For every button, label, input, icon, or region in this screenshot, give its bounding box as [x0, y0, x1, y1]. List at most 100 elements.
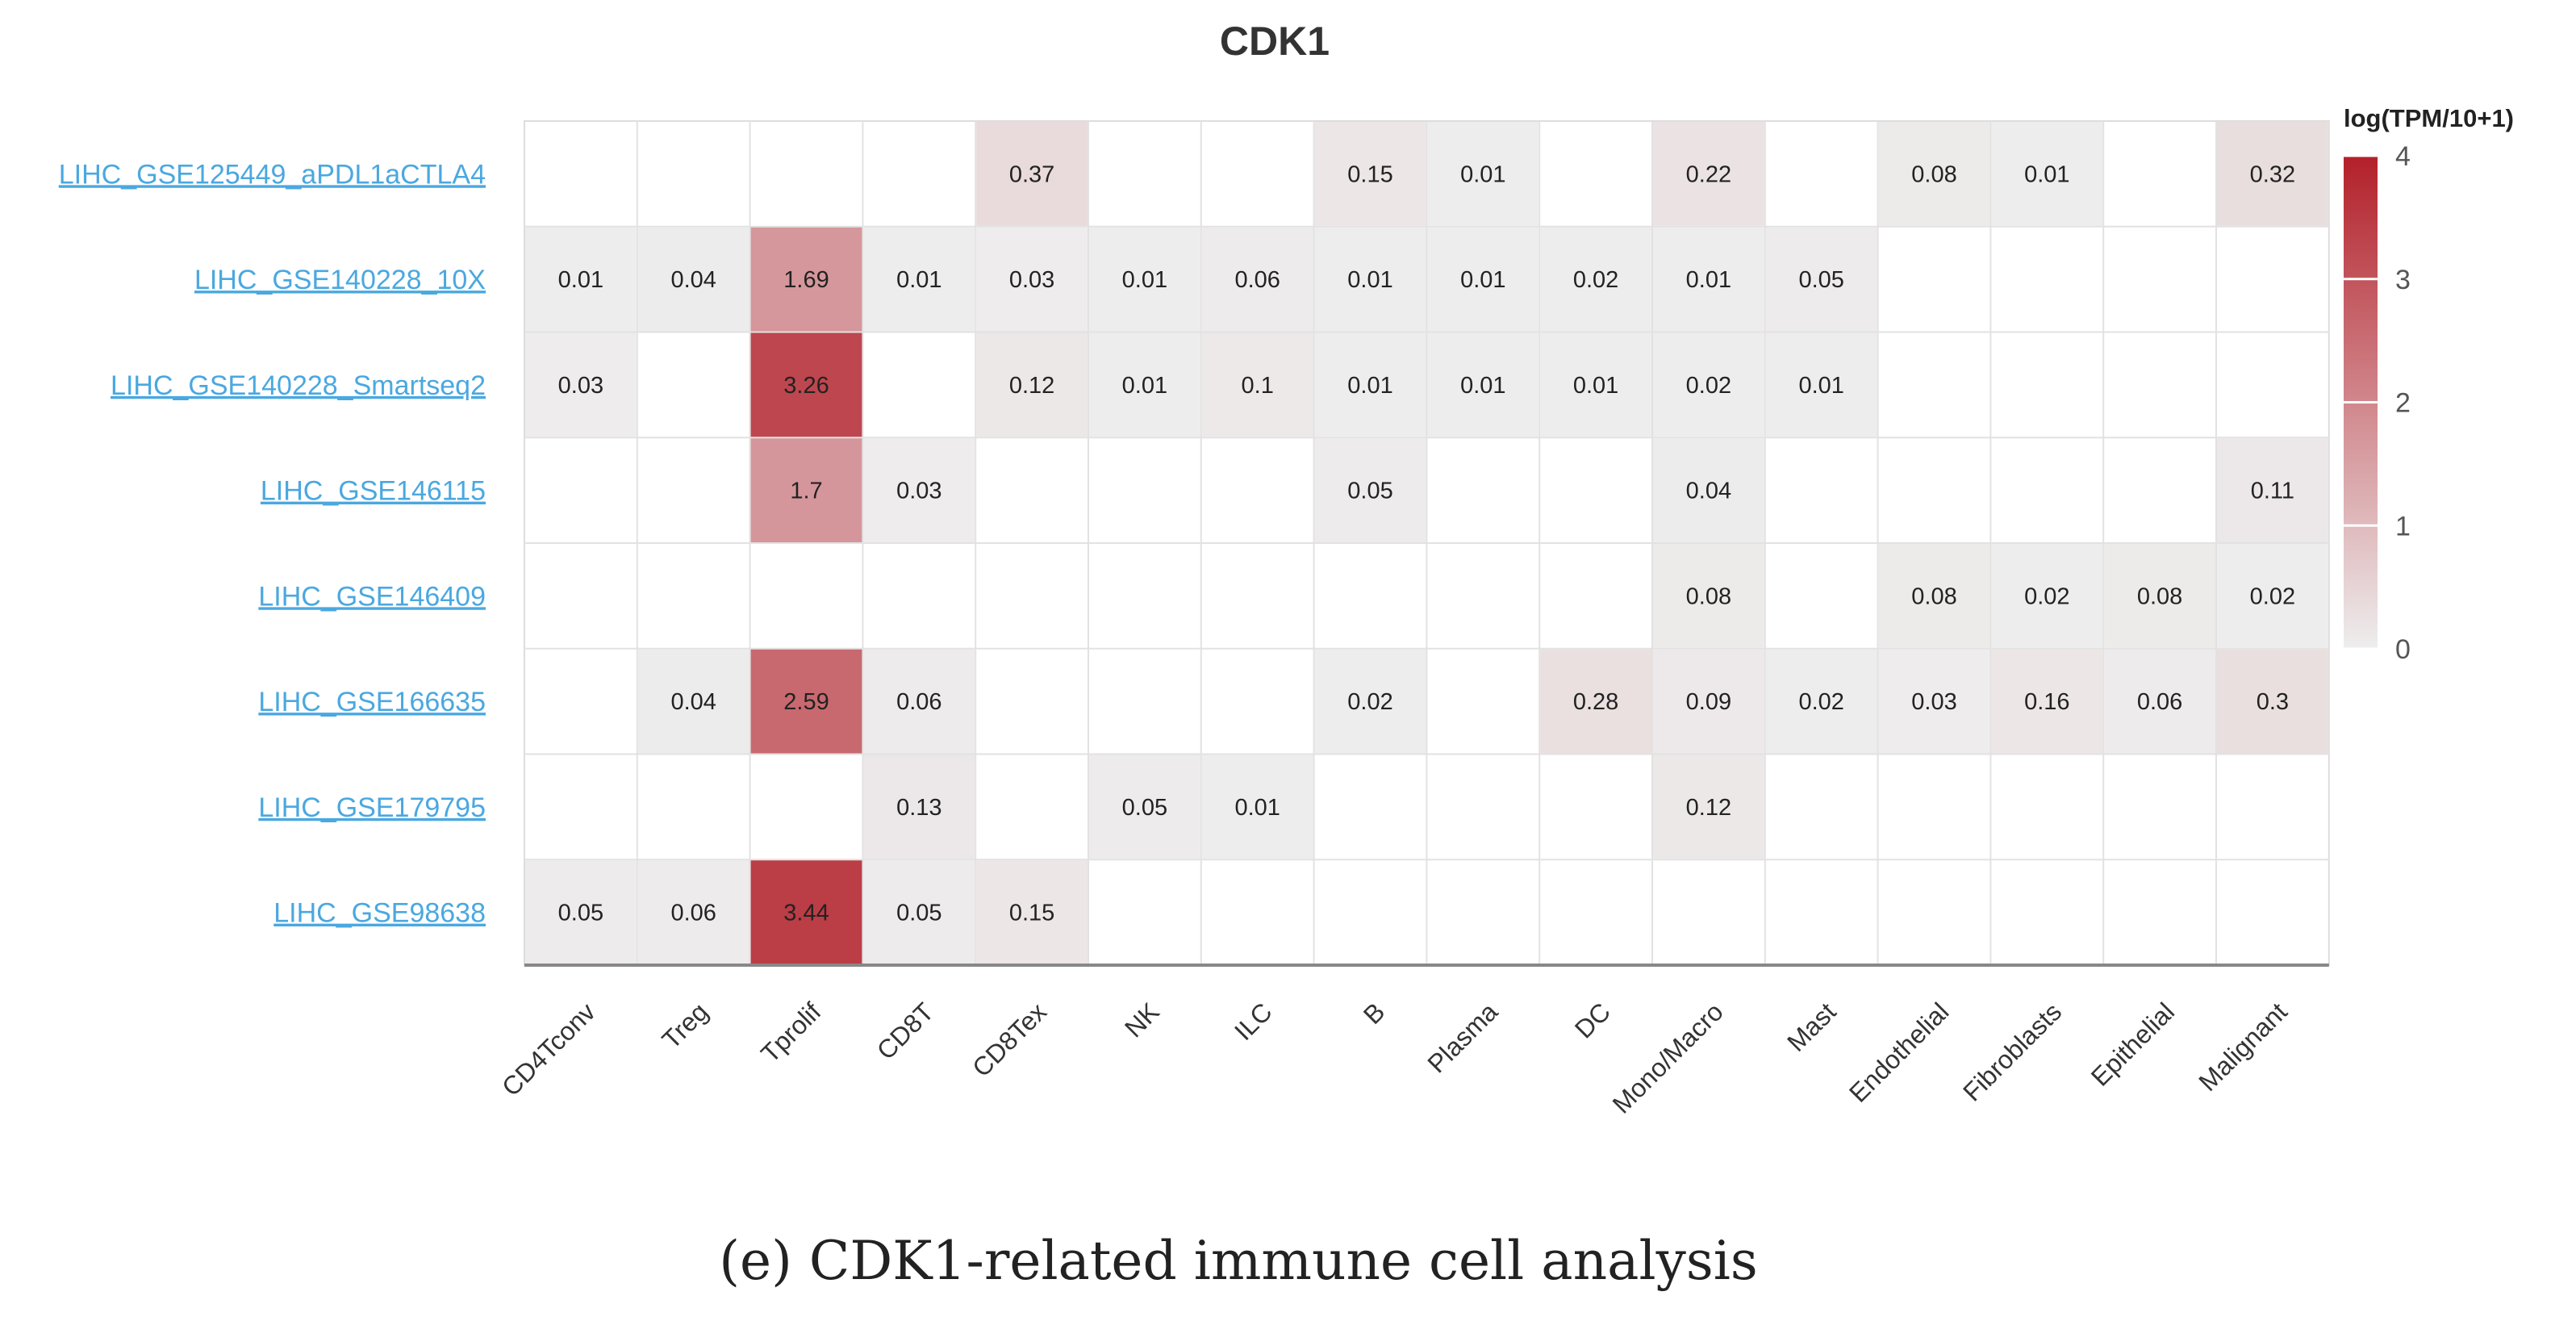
- column-label: B: [1358, 997, 1391, 1030]
- cell-value-label: 0.01: [896, 267, 941, 293]
- cell-value-label: 0.02: [2024, 583, 2069, 609]
- cell-value-label: 0.12: [1686, 795, 1731, 821]
- heatmap-cell: [1201, 332, 1313, 437]
- row-label-link[interactable]: LIHC_GSE146115: [261, 476, 486, 507]
- column-label: Epithelial: [2085, 997, 2180, 1091]
- row-label-link[interactable]: LIHC_GSE140228_Smartseq2: [111, 370, 486, 401]
- cell-value-label: 0.01: [1234, 795, 1280, 821]
- row-label-link[interactable]: LIHC_GSE125449_aPDL1aCTLA4: [59, 159, 486, 190]
- row-label-link[interactable]: LIHC_GSE140228_10X: [194, 265, 486, 295]
- cell-value-label: 0.12: [1009, 373, 1054, 399]
- legend-tick-label: 4: [2395, 141, 2411, 172]
- heatmap-cell: [750, 649, 862, 754]
- heatmap-cell: [976, 860, 1088, 964]
- cell-value-label: 0.13: [896, 795, 941, 821]
- heatmap-cell: [2217, 544, 2328, 648]
- cell-value-label: 0.06: [670, 901, 716, 926]
- heatmap-cell: [863, 438, 975, 542]
- row-label-link[interactable]: LIHC_GSE98638: [273, 898, 486, 929]
- cell-value-label: 0.28: [1573, 689, 1618, 715]
- heatmap-cell: [1089, 332, 1200, 437]
- heatmap-cell: [1540, 227, 1651, 332]
- heatmap-cell: [1991, 122, 2103, 226]
- cell-value-label: 0.03: [1911, 689, 1956, 715]
- heatmap-cell: [1540, 649, 1651, 754]
- heatmap-cell: [1089, 227, 1200, 332]
- cell-value-label: 0.3: [2257, 689, 2289, 715]
- heatmap-cell: [1765, 649, 1877, 754]
- cell-value-label: 0.01: [1122, 267, 1167, 293]
- row-label-link[interactable]: LIHC_GSE146409: [258, 581, 486, 612]
- heatmap-cell: [637, 860, 749, 964]
- cell-value-label: 0.01: [1122, 373, 1167, 399]
- heatmap-cell: [976, 227, 1088, 332]
- heatmap-cell: [1653, 649, 1764, 754]
- heatmap-cell: [1991, 649, 2103, 754]
- column-label: Malignant: [2193, 997, 2293, 1097]
- cell-value-label: 0.02: [1798, 689, 1843, 715]
- heatmap-cell: [1878, 544, 1990, 648]
- cell-value-label: 0.04: [670, 267, 716, 293]
- heatmap-cell: [750, 438, 862, 542]
- column-label: Mono/Macro: [1607, 997, 1729, 1118]
- heatmap-cell: [1314, 649, 1426, 754]
- heatmap-cell: [2217, 438, 2328, 542]
- color-legend: log(TPM/10+1) 0 1 2 3 4: [2344, 104, 2514, 665]
- cell-value-label: 0.37: [1009, 161, 1054, 187]
- heatmap-cell: [1653, 755, 1764, 859]
- cell-value-label: 0.11: [2251, 479, 2294, 504]
- heatmap-cell: [976, 332, 1088, 437]
- cell-value-label: 0.02: [2250, 583, 2295, 609]
- legend-title: log(TPM/10+1): [2344, 104, 2514, 132]
- cell-value-label: 0.01: [558, 267, 603, 293]
- heatmap-cell: [1653, 332, 1764, 437]
- heatmap-cell: [1427, 227, 1539, 332]
- heatmap-cell: [525, 227, 637, 332]
- heatmap-cell: [1314, 438, 1426, 542]
- cell-value-label: 1.7: [790, 479, 822, 504]
- heatmap-cell: [2104, 649, 2215, 754]
- row-label-link[interactable]: LIHC_GSE179795: [258, 792, 486, 823]
- cell-value-label: 3.44: [783, 901, 829, 926]
- cell-value-label: 0.05: [1798, 267, 1843, 293]
- heatmap-cell: [750, 860, 862, 964]
- heatmap-cell: [1653, 122, 1764, 226]
- cell-value-label: 0.08: [1686, 583, 1731, 609]
- heatmap-cell: [1878, 122, 1990, 226]
- cell-value-label: 0.01: [1460, 267, 1505, 293]
- row-label-link[interactable]: LIHC_GSE166635: [258, 687, 486, 717]
- row-labels: LIHC_GSE125449_aPDL1aCTLA4 LIHC_GSE140228…: [59, 159, 486, 928]
- cell-value-label: 0.01: [1798, 373, 1843, 399]
- cell-value-label: 0.09: [1686, 689, 1731, 715]
- cell-value-label: 0.01: [1573, 373, 1618, 399]
- cell-value-label: 0.15: [1009, 901, 1054, 926]
- heatmap-cell: [637, 649, 749, 754]
- cell-value-label: 0.06: [2137, 689, 2182, 715]
- heatmap-cell: [1653, 227, 1764, 332]
- cell-value-label: 0.1: [1242, 373, 1274, 399]
- heatmap-cell: [1427, 122, 1539, 226]
- cell-value-label: 0.01: [1347, 373, 1392, 399]
- legend-tick-label: 2: [2395, 388, 2411, 419]
- legend-tick-label: 1: [2395, 511, 2411, 541]
- column-label: Endothelial: [1843, 997, 1954, 1107]
- heatmap-cell: [2217, 122, 2328, 226]
- heatmap-cell: [2104, 544, 2215, 648]
- column-label: CD4Tconv: [496, 997, 601, 1102]
- cell-value-label: 0.08: [2137, 583, 2182, 609]
- heatmap-cell: [525, 332, 637, 437]
- cell-value-label: 0.01: [2024, 161, 2069, 187]
- heatmap-cell: [750, 227, 862, 332]
- cell-value-label: 0.04: [670, 689, 716, 715]
- cell-value-label: 0.02: [1573, 267, 1618, 293]
- cell-value-label: 0.02: [1347, 689, 1392, 715]
- cell-value-label: 0.05: [558, 901, 603, 926]
- cell-value-label: 0.01: [1460, 161, 1505, 187]
- cell-value-label: 0.15: [1347, 161, 1392, 187]
- heatmap-cell: [1314, 227, 1426, 332]
- column-label: Fibroblasts: [1957, 997, 2067, 1106]
- heatmap-cell: [1653, 544, 1764, 648]
- cell-value-label: 0.04: [1686, 479, 1731, 504]
- cell-value-label: 1.69: [783, 267, 829, 293]
